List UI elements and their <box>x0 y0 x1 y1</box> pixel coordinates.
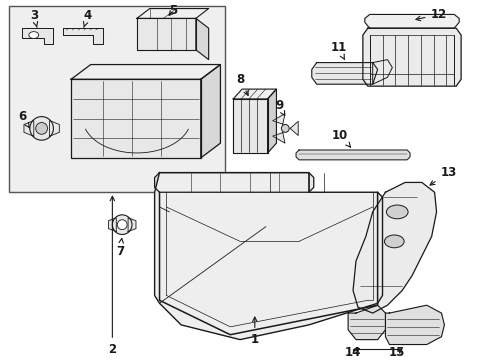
Ellipse shape <box>386 205 407 219</box>
Circle shape <box>36 122 47 134</box>
Polygon shape <box>196 18 208 60</box>
Polygon shape <box>233 89 276 99</box>
Polygon shape <box>289 121 298 135</box>
Text: 5: 5 <box>169 4 177 17</box>
Circle shape <box>30 117 53 140</box>
Polygon shape <box>22 28 53 44</box>
Text: 3: 3 <box>30 9 38 27</box>
Polygon shape <box>233 99 267 153</box>
Circle shape <box>281 125 288 132</box>
Text: 13: 13 <box>429 166 455 185</box>
Polygon shape <box>154 172 313 192</box>
Polygon shape <box>267 89 276 153</box>
Polygon shape <box>154 172 382 339</box>
Polygon shape <box>352 183 436 313</box>
Circle shape <box>117 220 127 230</box>
Ellipse shape <box>29 32 39 39</box>
Polygon shape <box>362 28 460 86</box>
Polygon shape <box>364 14 458 28</box>
Polygon shape <box>71 64 220 79</box>
Circle shape <box>112 215 132 234</box>
Text: 9: 9 <box>275 99 284 116</box>
Text: 11: 11 <box>329 41 346 60</box>
Polygon shape <box>295 150 409 160</box>
Polygon shape <box>372 60 391 84</box>
Ellipse shape <box>384 235 403 248</box>
Polygon shape <box>137 9 208 18</box>
Text: 4: 4 <box>83 9 92 27</box>
Polygon shape <box>201 64 220 158</box>
Text: 6: 6 <box>18 110 30 128</box>
Bar <box>9 6 225 192</box>
Polygon shape <box>63 28 102 44</box>
Text: 12: 12 <box>415 8 446 21</box>
Polygon shape <box>137 18 196 50</box>
Polygon shape <box>385 305 444 345</box>
Text: 10: 10 <box>331 129 350 147</box>
Polygon shape <box>311 63 377 84</box>
Polygon shape <box>71 79 201 158</box>
Polygon shape <box>24 121 34 136</box>
Polygon shape <box>128 218 136 231</box>
Text: 8: 8 <box>236 73 247 95</box>
Text: 15: 15 <box>388 346 405 359</box>
Polygon shape <box>108 218 116 231</box>
Text: 14: 14 <box>344 346 361 359</box>
Text: 1: 1 <box>250 317 258 346</box>
Polygon shape <box>272 114 285 124</box>
Text: 7: 7 <box>116 238 124 258</box>
Polygon shape <box>347 305 385 339</box>
Polygon shape <box>49 121 59 136</box>
Polygon shape <box>272 132 285 143</box>
Text: 2: 2 <box>108 196 116 356</box>
